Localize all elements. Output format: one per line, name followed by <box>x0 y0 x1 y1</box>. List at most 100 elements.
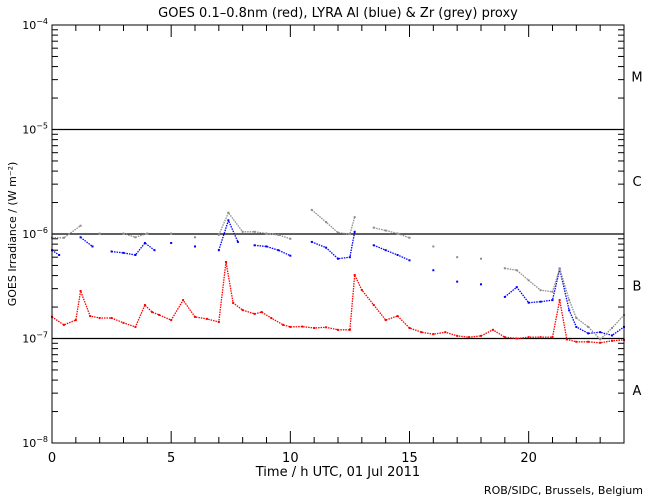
goes-0-1-0-8nm-point <box>158 313 161 316</box>
goes-0-1-0-8nm-point <box>143 304 146 307</box>
lyra-al-proxy-point <box>568 309 571 312</box>
goes-0-1-0-8nm-point <box>587 340 590 343</box>
y-tick-label: 10−4 <box>22 17 48 32</box>
y-tick-label: 10−5 <box>22 122 48 137</box>
lyra-zr-proxy-point <box>384 229 387 232</box>
goes-0-1-0-8nm-point <box>194 315 196 318</box>
goes-0-1-0-8nm-point <box>527 336 530 339</box>
lyra-al-proxy-point <box>58 253 61 256</box>
lyra-zr-proxy-point <box>568 299 571 302</box>
lyra-zr-proxy-line <box>373 227 410 239</box>
lyra-al-proxy-line <box>311 231 356 260</box>
goes-0-1-0-8nm-point <box>539 336 542 339</box>
lyra-zr-proxy-point <box>265 232 268 235</box>
goes-0-1-0-8nm-point <box>62 323 65 326</box>
y-tick-label: 10−6 <box>22 226 48 241</box>
goes-0-1-0-8nm-point <box>253 312 256 315</box>
y-axis-label: GOES Irradiance / (W m⁻²) <box>6 162 19 307</box>
lyra-al-proxy-point <box>515 286 518 289</box>
goes-0-1-0-8nm-point <box>468 336 471 339</box>
lyra-zr-proxy-line <box>52 225 81 239</box>
lyra-al-proxy-point <box>384 249 387 252</box>
lyra-al-proxy-point <box>253 244 256 247</box>
goes-0-1-0-8nm-point <box>408 327 411 330</box>
lyra-al-proxy-point <box>122 251 125 254</box>
goes-0-1-0-8nm-point <box>396 315 399 318</box>
lyra-al-proxy-point <box>587 332 590 335</box>
goes-0-1-0-8nm-point <box>432 333 435 336</box>
goes-0-1-0-8nm-point <box>122 321 125 324</box>
class-lines <box>52 128 624 340</box>
lyra-zr-proxy-line <box>311 209 356 235</box>
goes-0-1-0-8nm-point <box>134 325 137 328</box>
lyra-al-proxy-point <box>372 244 375 247</box>
goes-0-1-0-8nm-point <box>420 331 423 334</box>
lyra-zr-proxy-point <box>353 216 356 219</box>
lyra-zr-proxy-point <box>79 224 82 227</box>
lyra-zr-proxy-point <box>134 236 137 239</box>
goes-0-1-0-8nm-point <box>337 328 339 331</box>
goes-0-1-0-8nm-point <box>551 336 554 339</box>
goes-0-1-0-8nm-point <box>599 341 602 344</box>
lyra-zr-proxy-line <box>218 211 291 240</box>
lyra-al-proxy-point <box>79 236 82 239</box>
x-tick-label: 15 <box>401 451 418 466</box>
lyra-al-proxy-point <box>551 299 554 302</box>
goes-0-1-0-8nm-point <box>611 339 614 342</box>
goes-0-1-0-8nm-point <box>575 340 578 343</box>
goes-0-1-0-8nm-point <box>360 289 363 292</box>
goes-0-1-0-8nm-point <box>232 301 235 304</box>
lyra-zr-proxy-point <box>503 267 506 270</box>
credit-text: ROB/SIDC, Brussels, Belgium <box>484 484 643 497</box>
lyra-al-proxy-point <box>599 331 602 334</box>
lyra-al-proxy-point <box>110 250 113 253</box>
lyra-zr-proxy-point <box>310 208 313 211</box>
lyra-al-proxy-point <box>194 245 196 248</box>
goes-0-1-0-8nm-point <box>558 299 561 302</box>
lyra-al-proxy-point <box>353 230 356 233</box>
x-tick-label: 10 <box>282 451 299 466</box>
goes-0-1-0-8nm-point <box>151 311 154 314</box>
goes-0-1-0-8nm-point <box>444 331 447 334</box>
goes-0-1-0-8nm-point <box>89 315 92 318</box>
lyra-al-proxy-line <box>373 244 410 261</box>
lyra-al-proxy-point <box>236 240 239 243</box>
data-series <box>51 208 625 344</box>
goes-0-1-0-8nm-point <box>325 326 328 329</box>
lyra-zr-proxy-point <box>217 233 220 236</box>
plot-frame <box>51 24 625 444</box>
goes-0-1-0-8nm-point <box>515 337 518 340</box>
lyra-al-proxy-point <box>265 245 268 248</box>
lyra-zr-proxy-point <box>515 269 518 272</box>
x-tick-label: 20 <box>520 451 537 466</box>
lyra-zr-proxy-point <box>539 289 542 292</box>
lyra-al-proxy-point <box>277 249 280 252</box>
goes-0-1-0-8nm-point <box>110 317 113 320</box>
goes-0-1-0-8nm-point <box>384 319 387 322</box>
lyra-al-proxy-line <box>80 236 93 248</box>
lyra-zr-proxy-point <box>122 232 125 235</box>
goes-0-1-0-8nm-point <box>270 317 273 320</box>
goes-0-1-0-8nm-point <box>170 319 173 322</box>
goes-0-1-0-8nm-point <box>98 317 101 320</box>
goes-0-1-0-8nm-point <box>74 319 77 322</box>
lyra-al-proxy-point <box>227 219 230 222</box>
lyra-zr-proxy-point <box>325 221 328 224</box>
lyra-zr-proxy-point <box>194 236 196 239</box>
x-axis-label: Time / h UTC, 01 Jul 2011 <box>255 465 420 480</box>
lyra-zr-proxy-point <box>277 233 280 236</box>
lyra-zr-proxy-line <box>123 232 148 238</box>
lyra-al-proxy-point <box>310 240 313 243</box>
lyra-al-proxy-point <box>91 245 94 248</box>
lyra-zr-proxy-point <box>599 338 602 341</box>
flare-class-labels: M C B A <box>631 71 642 399</box>
lyra-zr-proxy-point <box>372 226 375 229</box>
lyra-al-proxy-point <box>432 269 435 272</box>
goes-0-1-0-8nm-point <box>282 323 285 326</box>
lyra-al-proxy-point <box>143 242 146 245</box>
lyra-zr-proxy-point <box>456 256 459 259</box>
x-tick-label: 0 <box>48 451 56 466</box>
lyra-al-proxy-point <box>396 253 399 256</box>
goes-0-1-0-8nm-point <box>182 299 185 302</box>
lyra-zr-proxy-point <box>253 230 256 233</box>
